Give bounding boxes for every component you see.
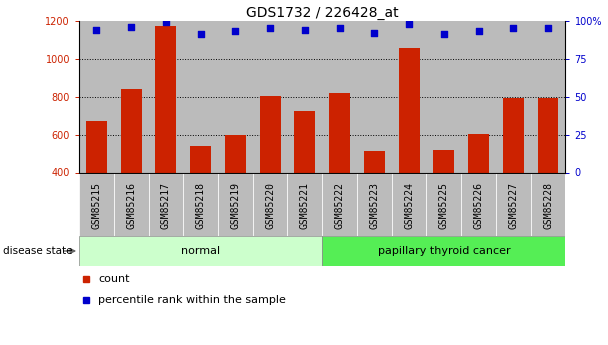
Bar [225,136,246,172]
Bar [294,111,316,172]
Title: GDS1732 / 226428_at: GDS1732 / 226428_at [246,6,399,20]
Bar [79,172,114,236]
Bar [399,48,420,172]
Point [439,32,449,37]
Point [161,19,171,25]
Bar [253,21,288,172]
Bar [322,172,357,236]
Point [404,21,414,27]
Text: GSM85218: GSM85218 [196,182,206,229]
Bar [496,172,531,236]
Bar [156,27,176,172]
Point [543,26,553,31]
Text: normal: normal [181,246,220,256]
Point [335,26,345,31]
Text: disease state: disease state [4,246,73,256]
Bar [329,93,350,172]
Bar [79,21,114,172]
Bar [496,21,531,172]
Bar [461,21,496,172]
Bar [218,21,253,172]
Bar [392,172,426,236]
Point [474,29,483,34]
Bar [426,21,461,172]
Bar [190,146,211,172]
Bar [531,21,565,172]
Text: GSM85219: GSM85219 [230,182,240,229]
Text: GSM85217: GSM85217 [161,182,171,229]
Bar [218,172,253,236]
Bar [121,89,142,172]
Bar [322,236,565,266]
Bar [468,134,489,172]
Point [230,29,240,34]
Text: GSM85223: GSM85223 [369,182,379,229]
Text: GSM85215: GSM85215 [91,182,102,229]
Text: GSM85221: GSM85221 [300,182,310,229]
Bar [79,236,322,266]
Point [92,27,102,32]
Bar [288,21,322,172]
Point [508,26,518,31]
Text: GSM85228: GSM85228 [543,182,553,229]
Bar [148,172,183,236]
Bar [434,150,454,172]
Point [126,24,136,30]
Bar [503,99,523,172]
Text: papillary thyroid cancer: papillary thyroid cancer [378,246,510,256]
Point [265,26,275,31]
Bar [260,96,280,172]
Text: GSM85227: GSM85227 [508,182,519,229]
Bar [426,172,461,236]
Bar [114,21,148,172]
Point [370,30,379,36]
Bar [537,98,559,172]
Text: GSM85216: GSM85216 [126,182,136,229]
Text: GSM85226: GSM85226 [474,182,483,229]
Text: GSM85224: GSM85224 [404,182,414,229]
Bar [461,172,496,236]
Bar [392,21,426,172]
Text: percentile rank within the sample: percentile rank within the sample [98,295,286,305]
Text: GSM85220: GSM85220 [265,182,275,229]
Bar [183,172,218,236]
Point [196,32,206,37]
Bar [322,21,357,172]
Point [300,27,309,32]
Text: GSM85222: GSM85222 [334,182,345,229]
Bar [531,172,565,236]
Bar [288,172,322,236]
Bar [364,151,385,172]
Bar [86,121,107,172]
Bar [148,21,183,172]
Text: count: count [98,275,130,284]
Bar [183,21,218,172]
Bar [114,172,148,236]
Bar [253,172,288,236]
Text: GSM85225: GSM85225 [439,182,449,229]
Bar [357,172,392,236]
Bar [357,21,392,172]
